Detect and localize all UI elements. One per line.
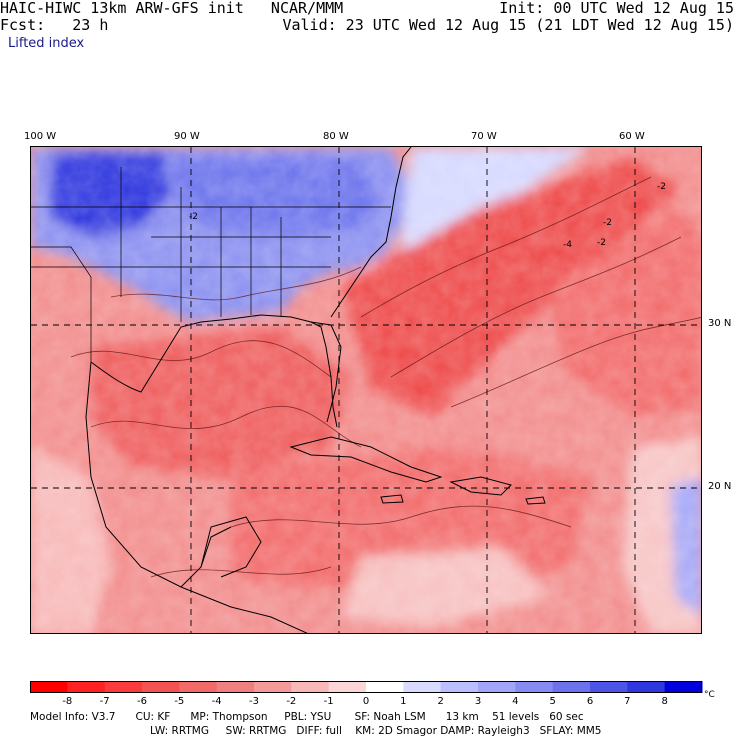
us-east-coast bbox=[330, 147, 412, 318]
us-gulf-coast bbox=[90, 314, 338, 428]
colorbar-swatch bbox=[440, 681, 479, 693]
contour-line bbox=[360, 176, 652, 318]
state-borders bbox=[31, 167, 391, 322]
colorbar-swatch bbox=[478, 681, 516, 693]
colorbar-swatch bbox=[216, 681, 255, 693]
init-time: Init: 00 UTC Wed 12 Aug 15 bbox=[499, 0, 734, 17]
colorbar-swatch bbox=[515, 681, 554, 693]
colorbar: -8 -7 -6 -5 -4 -3 -2 -1 0 1 2 3 4 5 6 7 8 °C bbox=[30, 681, 720, 711]
contour-line bbox=[230, 505, 572, 528]
hispaniola bbox=[449, 476, 512, 496]
contour-label: -2 bbox=[189, 212, 198, 222]
lat-label-30n: 30 N bbox=[708, 318, 732, 329]
colorbar-swatch bbox=[67, 681, 106, 693]
colorbar-tick-label: -4 bbox=[212, 696, 222, 707]
us-mexico-border bbox=[31, 246, 92, 362]
florida-peninsula bbox=[310, 321, 342, 423]
colorbar-swatch bbox=[664, 681, 703, 693]
colorbar-tick-label: -8 bbox=[62, 696, 72, 707]
contour-line bbox=[450, 317, 701, 408]
colorbar-tick-label: 6 bbox=[587, 696, 593, 707]
central-america bbox=[180, 586, 308, 633]
colorbar-swatch bbox=[104, 681, 143, 693]
colorbar-tick-label: 1 bbox=[400, 696, 406, 707]
model-title: HAIC-HIWC 13km ARW-GFS init NCAR/MMM bbox=[0, 0, 344, 17]
colorbar-tick-label: -2 bbox=[286, 696, 296, 707]
lon-label-70w: 70 W bbox=[471, 131, 497, 142]
colorbar-unit: °C bbox=[704, 690, 715, 700]
field-name: Lifted index bbox=[8, 36, 85, 51]
colorbar-tick-label: -6 bbox=[137, 696, 147, 707]
colorbar-tick-label: 8 bbox=[661, 696, 667, 707]
cuba bbox=[289, 436, 443, 483]
forecast-hour: Fcst: 23 h bbox=[0, 16, 109, 34]
contour-line bbox=[110, 266, 362, 301]
colorbar-tick-label: -1 bbox=[324, 696, 334, 707]
colorbar-border bbox=[30, 681, 702, 693]
colorbar-tick-label: 2 bbox=[437, 696, 443, 707]
contour-line bbox=[70, 340, 332, 378]
lon-label-60w: 60 W bbox=[619, 131, 645, 142]
contour-line bbox=[150, 566, 332, 578]
lon-label-100w: 100 W bbox=[24, 131, 57, 142]
colorbar-tick-label: 7 bbox=[624, 696, 630, 707]
model-info-line-1: Model Info: V3.7 CU: KF MP: Thompson PBL… bbox=[30, 711, 584, 723]
colorbar-swatch bbox=[590, 681, 628, 693]
colorbar-tick-label: -5 bbox=[174, 696, 184, 707]
colorbar-swatch bbox=[403, 681, 442, 693]
contour-label: -2 bbox=[657, 182, 666, 192]
colorbar-swatch bbox=[179, 681, 218, 693]
colorbar-swatch bbox=[366, 681, 404, 693]
valid-time: Valid: 23 UTC Wed 12 Aug 15 (21 LDT Wed … bbox=[282, 16, 734, 34]
lifted-index-map: -2 -2 -2 -4 -2 bbox=[30, 146, 702, 634]
colorbar-swatch bbox=[254, 681, 292, 693]
colorbar-swatch bbox=[552, 681, 591, 693]
colorbar-swatch bbox=[142, 681, 180, 693]
mexico-coast bbox=[85, 361, 232, 588]
colorbar-tick-label: 0 bbox=[363, 696, 369, 707]
colorbar-tick-label: 3 bbox=[475, 696, 481, 707]
puerto-rico bbox=[525, 496, 546, 505]
lon-label-90w: 90 W bbox=[174, 131, 200, 142]
contour-label: -2 bbox=[603, 218, 612, 228]
jamaica bbox=[380, 494, 404, 504]
colorbar-tick-label: 5 bbox=[549, 696, 555, 707]
colorbar-tick-label: 4 bbox=[512, 696, 518, 707]
yucatan bbox=[200, 516, 262, 578]
colorbar-swatch bbox=[627, 681, 666, 693]
contour-line bbox=[90, 405, 362, 448]
lat-label-20n: 20 N bbox=[708, 481, 732, 492]
lon-label-80w: 80 W bbox=[323, 131, 349, 142]
colorbar-tick-label: -3 bbox=[249, 696, 259, 707]
contour-label: -2 bbox=[597, 238, 606, 248]
model-info-line-2: LW: RRTMG SW: RRTMG DIFF: full KM: 2D Sm… bbox=[150, 725, 602, 737]
colorbar-swatch bbox=[291, 681, 330, 693]
contour-line bbox=[390, 236, 682, 378]
colorbar-swatch bbox=[328, 681, 367, 693]
colorbar-swatch bbox=[30, 681, 68, 693]
contour-label: -4 bbox=[563, 240, 572, 250]
colorbar-tick-label: -7 bbox=[100, 696, 110, 707]
